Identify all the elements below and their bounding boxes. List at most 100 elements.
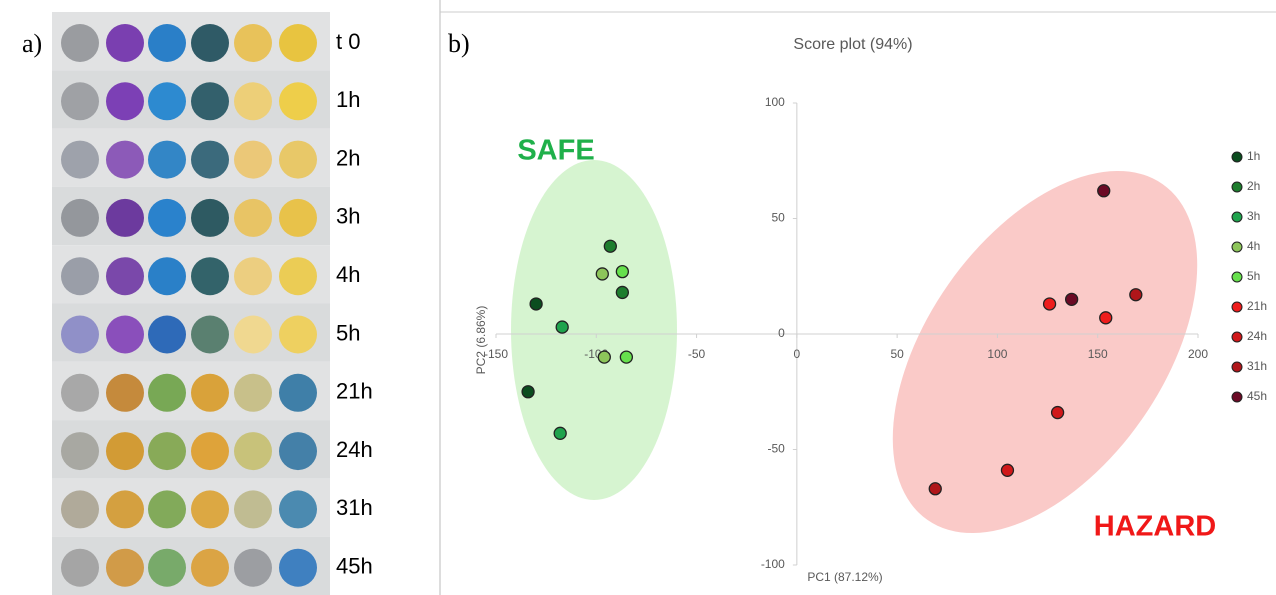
color-spot	[106, 373, 144, 412]
point	[615, 285, 630, 300]
point	[1064, 292, 1079, 307]
color-spot	[61, 24, 99, 62]
point	[619, 350, 634, 364]
color-spot	[279, 198, 317, 237]
legend-label: 3h	[1247, 209, 1260, 223]
y-tick-label: 100	[765, 95, 785, 109]
color-spot	[148, 24, 186, 62]
point	[1097, 184, 1111, 198]
color-spot	[61, 82, 99, 121]
legend-marker	[1231, 391, 1243, 403]
legend-marker	[1231, 181, 1243, 193]
y-tick-label: 50	[771, 211, 785, 225]
point	[1000, 463, 1015, 477]
point	[928, 482, 942, 496]
point	[603, 239, 617, 253]
color-spot	[191, 315, 229, 354]
time-label: 3h	[336, 204, 360, 229]
legend-marker	[1231, 151, 1243, 163]
legend-label: 21h	[1247, 299, 1267, 313]
safe-region	[511, 160, 677, 500]
color-spot	[148, 315, 186, 354]
legend-label: 5h	[1247, 269, 1260, 283]
color-spot	[148, 490, 186, 529]
color-spot	[191, 373, 229, 412]
color-spot	[61, 315, 99, 354]
color-spot	[279, 432, 317, 471]
color-spot	[279, 315, 317, 354]
x-tick-label: 150	[1088, 347, 1108, 361]
time-label: 2h	[336, 145, 360, 170]
color-spot	[191, 198, 229, 237]
chart-title: Score plot (94%)	[793, 36, 912, 53]
color-spot	[61, 198, 99, 237]
color-spot	[148, 140, 186, 179]
color-spot	[234, 432, 272, 471]
point	[1129, 288, 1143, 302]
time-label: 31h	[336, 495, 373, 520]
time-label: 4h	[336, 262, 360, 287]
color-spot	[279, 82, 317, 121]
annotation: HAZARD	[1094, 511, 1216, 543]
time-label: 5h	[336, 320, 360, 345]
color-spot	[234, 315, 272, 354]
color-spot	[148, 198, 186, 237]
legend-label: 2h	[1247, 179, 1260, 193]
color-spot	[279, 548, 317, 587]
legend-marker	[1231, 361, 1243, 373]
legend-marker	[1231, 331, 1243, 343]
time-label: t 0	[336, 29, 360, 54]
legend-label: 4h	[1247, 239, 1260, 253]
x-tick-label: 200	[1188, 347, 1208, 361]
color-spot	[106, 548, 144, 587]
x-tick-label: 100	[987, 347, 1007, 361]
time-label: 45h	[336, 554, 373, 579]
color-spot	[191, 82, 229, 121]
color-spot	[279, 257, 317, 296]
color-spot	[106, 432, 144, 471]
panel-label: b)	[448, 29, 470, 58]
color-spot	[61, 373, 99, 412]
color-spot	[148, 432, 186, 471]
color-spot	[148, 548, 186, 587]
color-spot	[234, 24, 272, 62]
annotation: SAFE	[517, 135, 594, 167]
point	[597, 350, 611, 364]
color-spot	[191, 432, 229, 471]
color-spot	[106, 257, 144, 296]
point	[521, 385, 535, 399]
color-spot	[191, 140, 229, 179]
color-spot	[234, 548, 272, 587]
y-axis-title: PC2 (6.86%)	[474, 306, 488, 375]
point	[1099, 311, 1113, 325]
legend-marker	[1231, 211, 1243, 223]
x-tick-label: 0	[794, 347, 801, 361]
legend-label: 45h	[1247, 389, 1267, 403]
legend-marker	[1231, 241, 1243, 253]
photo-panel: t 0 1h 2h 3h 4h 5h 21h 24h 31h 45h	[52, 12, 373, 595]
color-spot	[148, 373, 186, 412]
color-spot	[106, 315, 144, 354]
x-tick-label: 50	[890, 347, 904, 361]
point	[1042, 297, 1057, 311]
point	[615, 264, 630, 279]
point	[555, 320, 569, 334]
legend-label: 24h	[1247, 329, 1267, 343]
color-spot	[234, 257, 272, 296]
y-tick-label: -100	[761, 557, 785, 571]
color-spot	[234, 198, 272, 237]
color-spot	[61, 140, 99, 179]
legend-marker	[1231, 301, 1243, 313]
color-spot	[191, 490, 229, 529]
color-spot	[279, 140, 317, 179]
color-spot	[148, 82, 186, 121]
color-spot	[234, 373, 272, 412]
color-spot	[279, 490, 317, 529]
x-axis-title: PC1 (87.12%)	[807, 570, 882, 584]
legend-marker	[1231, 271, 1243, 283]
color-spot	[191, 24, 229, 62]
legend-label: 31h	[1247, 359, 1267, 373]
color-spot	[106, 490, 144, 529]
y-tick-label: 0	[778, 326, 785, 340]
